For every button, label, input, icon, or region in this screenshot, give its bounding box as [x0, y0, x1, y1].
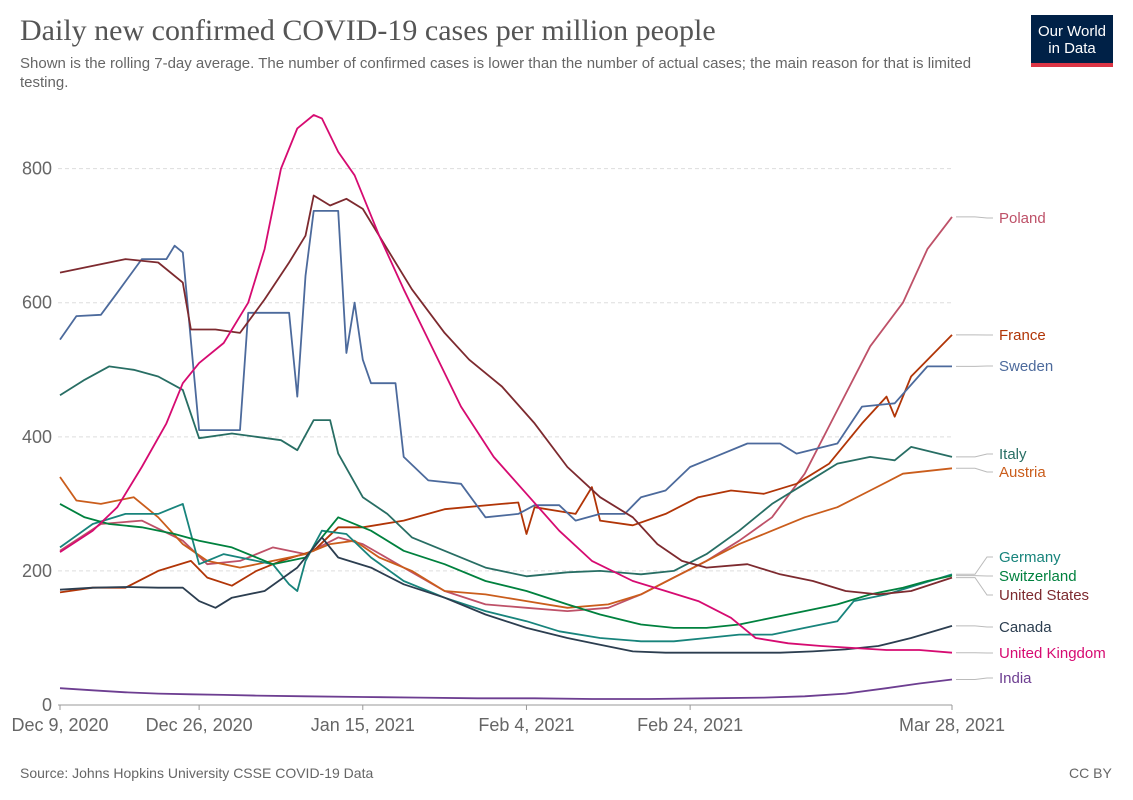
label-connector: [956, 677, 993, 680]
series-label-germany: Germany: [999, 549, 1061, 566]
y-tick-label: 200: [22, 561, 52, 581]
chart-subtitle: Shown is the rolling 7-day average. The …: [20, 55, 972, 91]
label-connector: [956, 577, 993, 596]
series-label-united-kingdom: United Kingdom: [999, 645, 1106, 662]
series-label-italy: Italy: [999, 446, 1027, 463]
label-connector: [956, 453, 993, 458]
y-tick-label: 800: [22, 159, 52, 179]
owid-logo[interactable]: Our World in Data: [1031, 15, 1113, 67]
series-line-united-states: [59, 194, 953, 596]
x-tick-label: Feb 4, 2021: [478, 715, 574, 735]
series-label-poland: Poland: [999, 210, 1046, 227]
series-line-austria: [59, 467, 953, 609]
series-label-sweden: Sweden: [999, 358, 1053, 375]
label-connector: [956, 467, 993, 473]
x-tick-label: Mar 28, 2021: [899, 715, 1005, 735]
series-lines: [59, 114, 953, 700]
series-line-sweden: [59, 210, 952, 522]
chart-title: Daily new confirmed COVID-19 cases per m…: [20, 14, 716, 47]
series-line-france: [59, 334, 953, 594]
label-connector: [956, 625, 993, 628]
license-link[interactable]: CC BY: [1069, 765, 1112, 781]
x-tick-label: Dec 26, 2020: [146, 715, 253, 735]
series-line-switzerland: [59, 503, 953, 629]
label-connector: [956, 556, 993, 575]
logo-line-2: in Data: [1048, 40, 1096, 57]
series-label-united-states: United States: [999, 587, 1089, 604]
series-line-canada: [59, 536, 953, 654]
series-label-france: France: [999, 327, 1046, 344]
logo-accent-bar: [1031, 63, 1113, 67]
grid: 0 200 400 600 800: [22, 159, 952, 715]
series-line-germany: [59, 503, 953, 643]
y-tick-label: 400: [22, 427, 52, 447]
y-tick-label: 0: [42, 695, 52, 715]
x-tick-label: Jan 15, 2021: [311, 715, 415, 735]
series-label-canada: Canada: [999, 619, 1052, 636]
series-line-italy: [59, 365, 953, 578]
series-label-switzerland: Switzerland: [999, 568, 1077, 585]
x-axis: Dec 9, 2020 Dec 26, 2020 Jan 15, 2021 Feb 4…: [11, 705, 1005, 735]
series-line-india: [59, 678, 953, 700]
series-line-united-kingdom: [59, 114, 953, 654]
y-tick-label: 600: [22, 293, 52, 313]
series-label-india: India: [999, 670, 1032, 687]
series-label-austria: Austria: [999, 464, 1046, 481]
label-connector: [956, 216, 993, 219]
x-tick-label: Dec 9, 2020: [11, 715, 108, 735]
x-tick-label: Feb 24, 2021: [637, 715, 743, 735]
source-note: Source: Johns Hopkins University CSSE CO…: [20, 765, 374, 781]
logo-line-1: Our World: [1037, 23, 1107, 40]
